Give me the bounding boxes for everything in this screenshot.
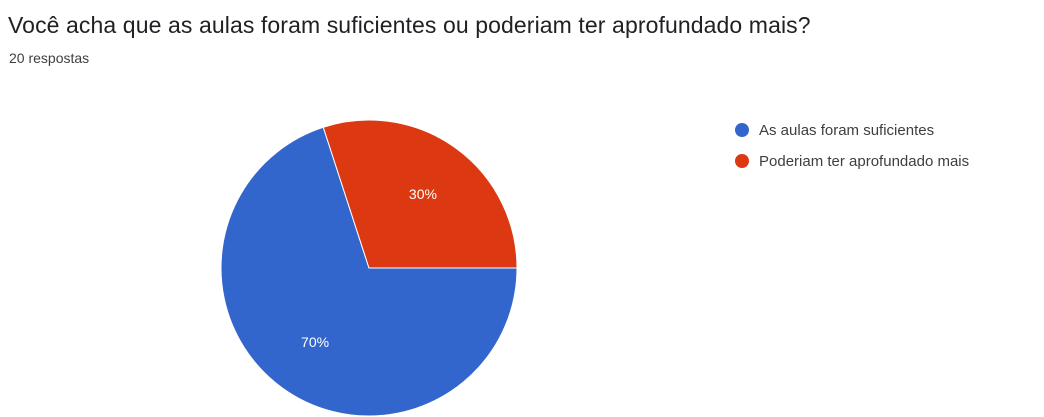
- legend-swatch-icon: [735, 154, 749, 168]
- legend-swatch-icon: [735, 123, 749, 137]
- question-title: Você acha que as aulas foram suficientes…: [8, 12, 811, 38]
- response-count: 20 respostas: [9, 50, 90, 66]
- legend-label: As aulas foram suficientes: [759, 121, 935, 139]
- legend-item-poderiam-ter-aprofundado-mais[interactable]: Poderiam ter aprofundado mais: [735, 150, 969, 172]
- chart-legend: As aulas foram suficientes Poderiam ter …: [735, 119, 969, 181]
- pie-slice-label: 30%: [409, 186, 437, 202]
- pie-slice-poderiam-ter-aprofundado-mais[interactable]: [322, 119, 518, 269]
- pie-slice-label: 70%: [301, 334, 329, 350]
- pie-slice-as-aulas-foram-suficientes[interactable]: [220, 126, 518, 417]
- legend-label: Poderiam ter aprofundado mais: [759, 152, 970, 170]
- legend-item-as-aulas-foram-suficientes[interactable]: As aulas foram suficientes: [735, 119, 969, 141]
